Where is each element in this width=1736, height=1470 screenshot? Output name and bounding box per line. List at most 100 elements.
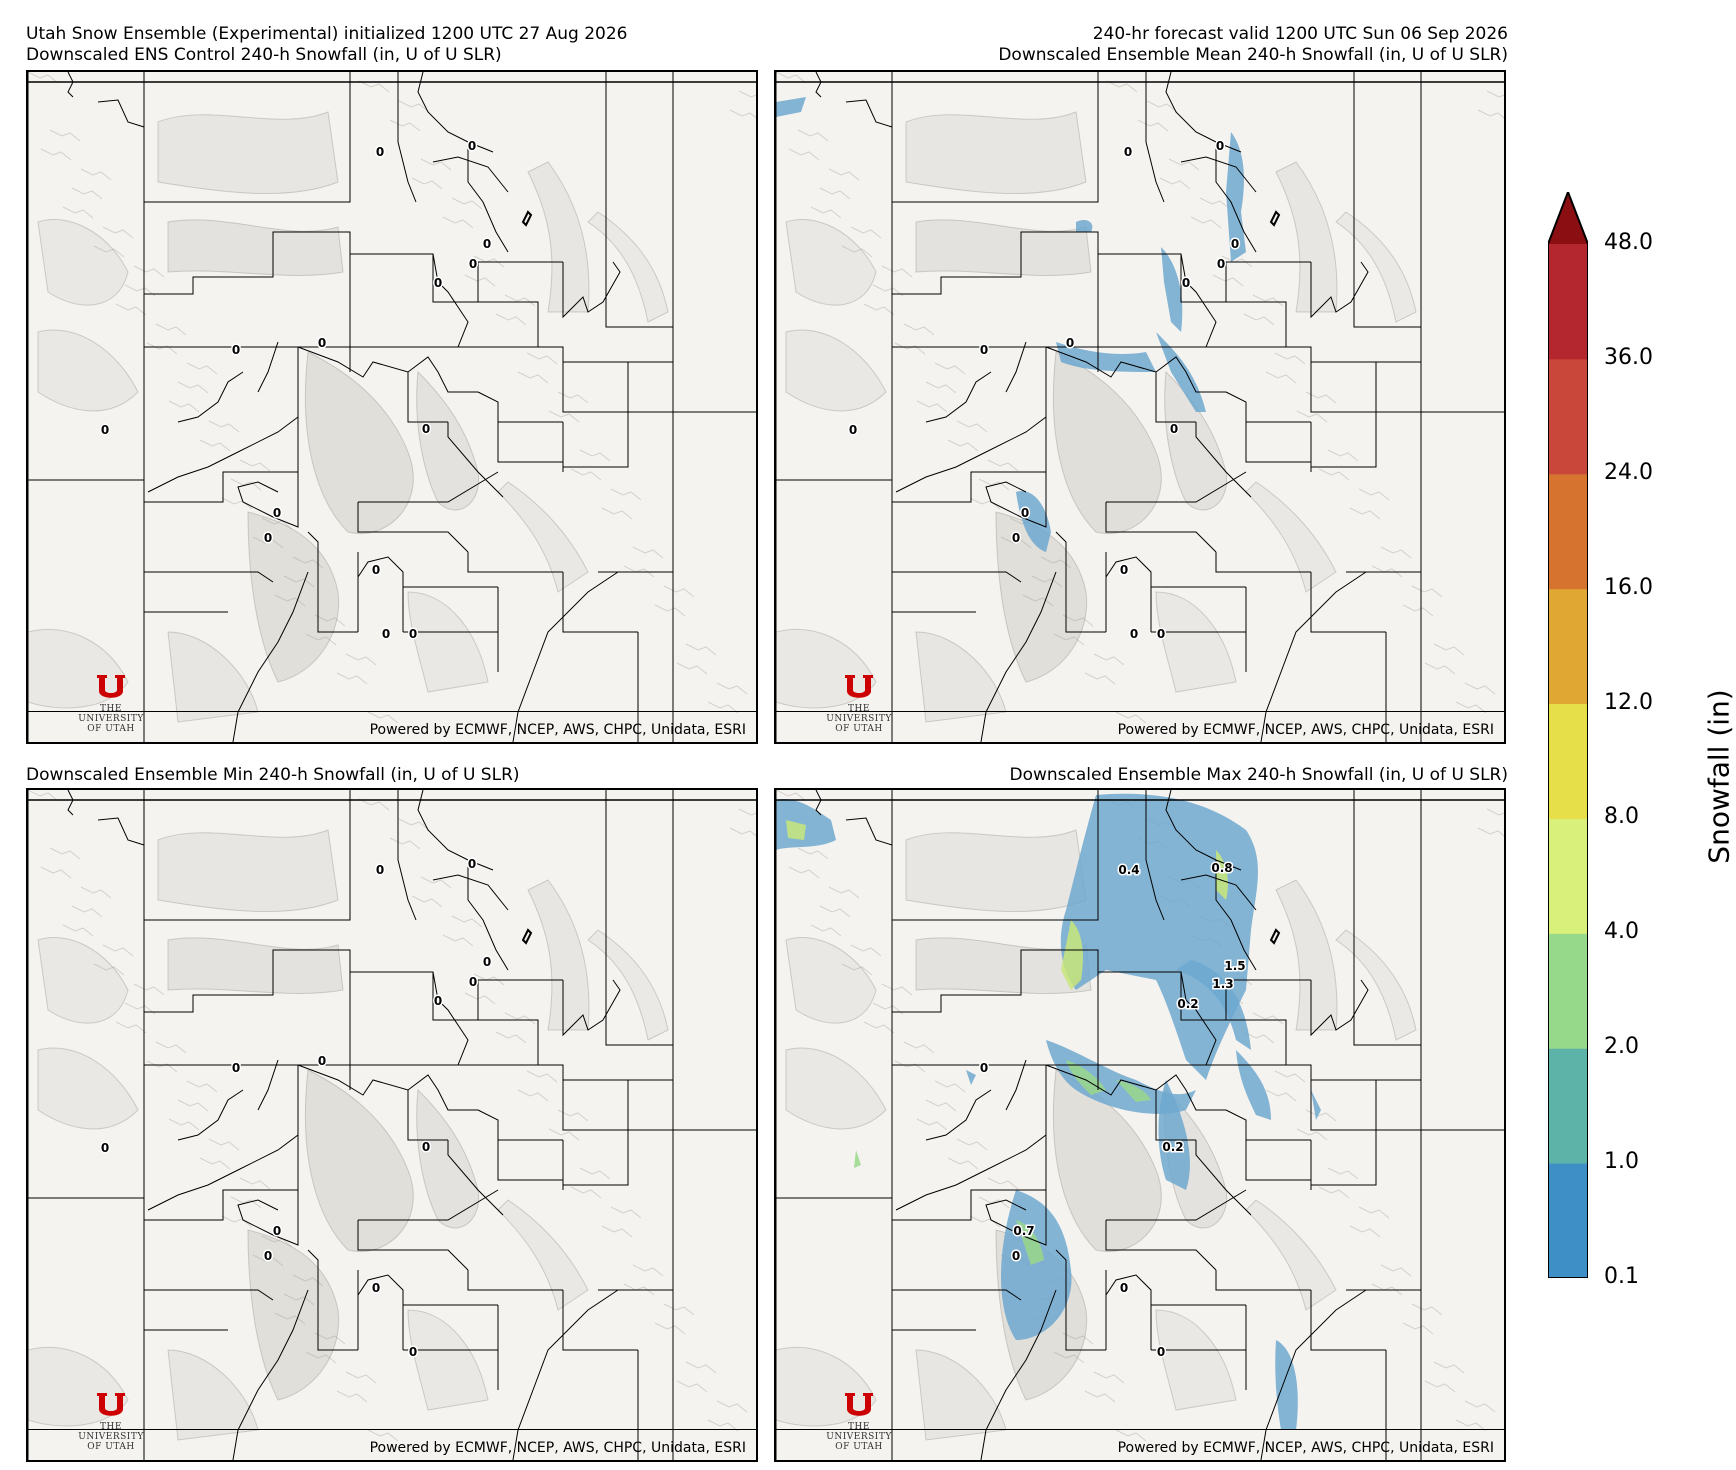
- logo-text-utah: OF UTAH: [835, 1442, 883, 1452]
- county-boundary: [1195, 1140, 1252, 1216]
- county-boundary: [1165, 790, 1242, 871]
- county-boundary: [562, 261, 621, 319]
- county-boundary: [891, 920, 1099, 1013]
- county-boundary: [407, 372, 448, 423]
- snowfall-point-label: 0: [469, 975, 477, 989]
- colorbar-tick-label: 0.1: [1604, 1264, 1639, 1289]
- county-boundary: [350, 971, 563, 1021]
- logo-text-the: THE: [100, 704, 122, 714]
- snowfall-point-label: 0: [101, 1141, 109, 1155]
- logo-text-university: UNIVERSITY: [78, 1432, 144, 1442]
- county-boundary: [357, 556, 404, 632]
- colorbar-segment: [1548, 1163, 1588, 1278]
- snowfall-point-label: 0: [1130, 627, 1138, 641]
- county-boundary: [397, 72, 417, 203]
- county-boundary: [605, 72, 673, 328]
- control-panel-title: Downscaled ENS Control 240-h Snowfall (i…: [26, 45, 502, 65]
- logo-text-utah: OF UTAH: [87, 724, 135, 734]
- snowfall-point-label: 0: [483, 955, 491, 969]
- colorbar: [1548, 192, 1588, 1278]
- terrain-shading: [785, 218, 877, 306]
- snowfall-point-label: 0: [372, 1281, 380, 1295]
- colorbar-segment: [1548, 1048, 1588, 1164]
- county-boundary: [467, 552, 563, 573]
- county-boundary: [598, 571, 674, 582]
- terrain-shading: [157, 111, 339, 195]
- county-boundary: [562, 1290, 638, 1351]
- snowfall-point-label: 0: [318, 1054, 326, 1068]
- logo-text-utah: OF UTAH: [835, 724, 883, 734]
- county-boundary: [892, 790, 1099, 921]
- terrain-shading: [587, 211, 669, 323]
- county-boundary: [177, 371, 244, 423]
- min-panel-title: Downscaled Ensemble Min 240-h Snowfall (…: [26, 765, 520, 785]
- county-boundary: [144, 1289, 274, 1301]
- county-boundary: [67, 790, 74, 816]
- county-boundary: [1145, 72, 1165, 203]
- snowfall-contour: [1275, 1340, 1298, 1430]
- colorbar-segment: [1548, 703, 1588, 819]
- snowfall-point-label: 0: [469, 257, 477, 271]
- snowfall-contour: [1046, 1040, 1196, 1114]
- snowfall-point-label: 0: [232, 1061, 240, 1075]
- county-boundary: [562, 1080, 628, 1131]
- snowfall-point-label: 0: [468, 139, 476, 153]
- snowfall-point-label: 0: [1120, 1281, 1128, 1295]
- county-boundary: [1105, 556, 1152, 632]
- county-boundary: [1106, 1189, 1247, 1221]
- terrain-shading: [995, 511, 1088, 683]
- county-boundary: [447, 422, 504, 498]
- county-boundary: [307, 531, 358, 633]
- county-boundary: [1225, 1109, 1311, 1141]
- terrain-shading: [1052, 351, 1162, 534]
- snowfall-contour: [1216, 850, 1228, 900]
- colorbar-tick-label: 12.0: [1604, 689, 1653, 715]
- terrain-shading: [587, 929, 669, 1041]
- snowfall-point-label: 0: [468, 857, 476, 871]
- county-boundary: [1310, 1130, 1377, 1186]
- terrain-shading: [785, 329, 887, 412]
- logo-text-university: UNIVERSITY: [826, 714, 892, 724]
- county-boundary: [144, 790, 351, 921]
- snowfall-point-label: 0: [273, 1224, 281, 1238]
- county-boundary: [895, 416, 1047, 493]
- university-of-utah-logo: THE UNIVERSITY OF UTAH: [64, 674, 154, 734]
- county-boundary: [447, 1140, 504, 1216]
- snowfall-point-label: 0: [264, 531, 272, 545]
- county-boundary: [467, 860, 509, 971]
- terrain-shading: [37, 1047, 139, 1130]
- terrain-shading: [1052, 1069, 1162, 1252]
- terrain-shading: [37, 936, 129, 1024]
- snowfall-contour: [1311, 1090, 1321, 1120]
- terrain-shading: [416, 370, 480, 511]
- county-boundary: [845, 817, 893, 846]
- snowfall-point-label: 0.4: [1118, 863, 1139, 877]
- county-boundary: [97, 817, 145, 846]
- county-boundary: [478, 1019, 539, 1065]
- map-panel-control: 0 0 0 0 0 0 0 0 0 0 0 0 0 0 Powered by ECMWF, NCEP, AW…: [26, 70, 758, 744]
- snowfall-point-label: 0: [1157, 1345, 1165, 1359]
- snowfall-contour: [1061, 920, 1083, 990]
- terrain-shading: [1245, 1199, 1337, 1311]
- snowfall-point-label: 0.7: [1013, 1224, 1034, 1238]
- county-boundary: [144, 347, 299, 503]
- county-boundary: [1105, 502, 1217, 553]
- colorbar-tick-label: 1.0: [1604, 1149, 1639, 1175]
- snowfall-point-label: 0: [1217, 257, 1225, 271]
- county-boundary: [257, 1059, 279, 1111]
- colorbar-tick-label: 2.0: [1604, 1034, 1639, 1060]
- county-boundary: [1180, 253, 1217, 348]
- county-boundary: [1353, 790, 1421, 1046]
- county-boundary: [1055, 1249, 1106, 1351]
- county-boundary: [144, 1065, 299, 1221]
- county-boundary: [980, 1289, 1057, 1460]
- terrain-shading: [247, 511, 340, 683]
- snowfall-point-label: 1.3: [1212, 977, 1233, 991]
- county-boundary: [143, 294, 673, 363]
- snowfall-contour: [966, 1070, 976, 1085]
- county-boundary: [512, 571, 619, 742]
- county-boundary: [1226, 1019, 1287, 1065]
- u-logo-icon: [845, 675, 873, 698]
- county-boundary: [237, 1199, 279, 1236]
- county-boundary: [980, 571, 1057, 742]
